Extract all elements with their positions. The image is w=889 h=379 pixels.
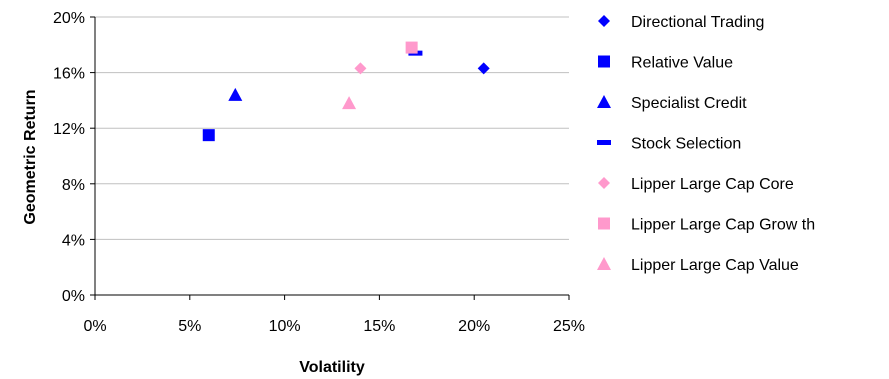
y-tick-label: 12%	[53, 121, 85, 138]
y-tick-label: 16%	[53, 66, 85, 83]
legend-label: Relative Value	[631, 55, 733, 72]
legend-marker	[598, 177, 610, 189]
data-points	[202, 41, 490, 142]
legend: Directional Trading Relative Value Special…	[597, 14, 815, 274]
x-tick-label: 10%	[269, 318, 301, 335]
x-tick-label: 20%	[458, 318, 490, 335]
legend-label: Directional Trading	[631, 14, 764, 31]
data-point	[228, 87, 243, 101]
legend-label: Specialist Credit	[631, 95, 747, 112]
legend-label: Lipper Large Cap Core	[631, 176, 794, 193]
y-tick-label: 0%	[62, 288, 85, 305]
legend-label: Lipper Large Cap Grow th	[631, 217, 815, 234]
data-point	[202, 129, 215, 142]
legend-marker	[598, 15, 610, 27]
y-tick-label: 20%	[53, 10, 85, 27]
data-point	[405, 41, 418, 54]
data-point	[354, 62, 367, 75]
x-tick-labels: 0% 5% 10% 15% 20% 25%	[83, 318, 585, 335]
y-tick-label: 4%	[62, 232, 85, 249]
legend-marker	[597, 257, 611, 270]
y-tick-labels: 0% 4% 8% 12% 16% 20%	[53, 10, 85, 305]
legend-marker	[597, 95, 611, 108]
x-tick-label: 5%	[178, 318, 201, 335]
gridlines	[95, 16, 569, 240]
y-axis-title: Geometric Return	[22, 89, 39, 224]
data-point	[477, 62, 490, 75]
legend-marker	[597, 140, 611, 145]
legend-marker	[598, 55, 610, 68]
x-axis-title: Volatility	[299, 359, 365, 376]
x-tick-label: 0%	[83, 318, 106, 335]
x-tick-label: 25%	[553, 318, 585, 335]
legend-label: Lipper Large Cap Value	[631, 257, 799, 274]
legend-marker	[598, 217, 610, 230]
legend-label: Stock Selection	[631, 136, 741, 153]
y-tick-label: 8%	[62, 177, 85, 194]
data-point	[342, 96, 357, 110]
axes	[90, 16, 570, 300]
x-tick-label: 15%	[363, 318, 395, 335]
